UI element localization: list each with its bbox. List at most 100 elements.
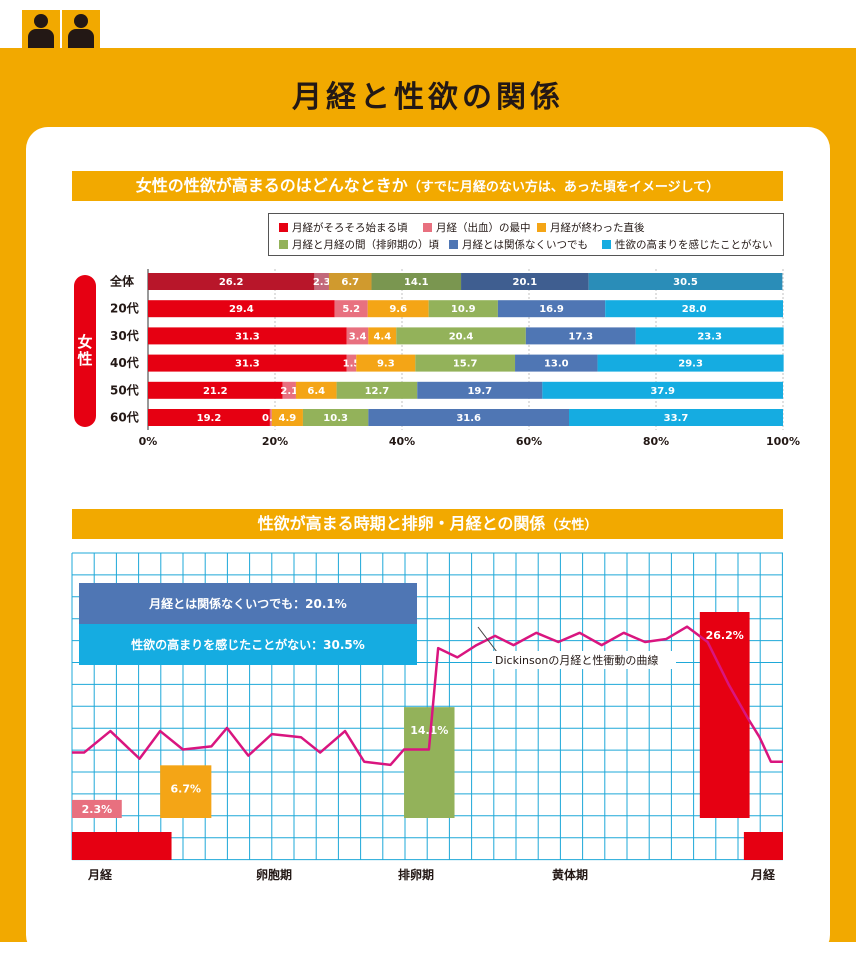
bar-segment: [569, 409, 783, 426]
legend-swatch: [423, 223, 432, 232]
bar-value-label: 4.9: [279, 413, 297, 424]
menstruation-block: [72, 832, 172, 860]
bar-value-label: 15.7: [453, 359, 478, 370]
legend-item: 月経（出血）の最中: [423, 220, 531, 235]
bar-value-label: 3.4: [349, 331, 367, 342]
category-label: 40代: [110, 355, 139, 370]
bar-value-label: 23.3: [697, 331, 722, 342]
bar-value-label: 10.9: [451, 304, 476, 315]
side-label-char: 女: [77, 333, 93, 351]
phase-bar: [404, 707, 455, 818]
legend-swatch: [279, 240, 288, 249]
bar-segment: [588, 273, 783, 290]
bar-value-label: 14.1: [404, 277, 429, 288]
legend-label: 月経と月経の間（排卵期の）頃: [292, 239, 439, 251]
bar-value-label: 19.2: [197, 413, 222, 424]
bar-value-label: 10.3: [323, 413, 348, 424]
category-label: 60代: [110, 410, 139, 425]
bar-segment: [148, 381, 283, 399]
menstruation-block: [743, 832, 783, 860]
legend-swatch: [602, 240, 611, 249]
phase-label: 黄体期: [552, 868, 589, 882]
bar-value-label: 4.4: [373, 331, 391, 342]
bar-segment: [415, 354, 516, 372]
bar-value-label: 9.6: [389, 304, 407, 315]
x-tick-label: 20%: [262, 435, 288, 448]
legend-item: 性欲の高まりを感じたことがない: [602, 237, 773, 252]
callout-leader: [477, 626, 498, 653]
phase-label: 月経: [751, 868, 776, 882]
legend-item: 月経とは関係なくいつでも: [449, 237, 588, 252]
bar-value-label: 2.1: [280, 386, 298, 397]
category-label: 20代: [110, 301, 139, 316]
info-box-text: 性欲の高まりを感じたことがない：30.5%: [130, 637, 365, 652]
section2-subtitle: （女性）: [545, 518, 598, 533]
x-tick-label: 0%: [139, 435, 158, 448]
info-box: [79, 624, 417, 665]
bar-segment: [417, 381, 543, 399]
side-label-char: 性: [77, 350, 93, 368]
phase-bar-label: 14.1%: [410, 724, 448, 737]
bar-value-label: 9.3: [377, 359, 395, 370]
bar-value-label: 19.7: [467, 386, 492, 397]
bar-segment: [148, 273, 315, 290]
bar-segment: [368, 409, 570, 426]
bar-value-label: 12.7: [365, 386, 390, 397]
legend-swatch: [449, 240, 458, 249]
bar-value-label: 37.9: [650, 386, 675, 397]
bar-value-label: 0.3: [262, 413, 280, 424]
bar-segment: [597, 354, 784, 372]
bar-segment: [148, 409, 270, 426]
section1-title: 女性の性欲が高まるのはどんなときか: [135, 176, 408, 195]
legend-label: 月経が終わった直後: [550, 222, 645, 234]
x-tick-label: 80%: [643, 435, 669, 448]
bar-segment: [346, 354, 357, 372]
category-label: 50代: [110, 382, 139, 397]
bar-segment: [515, 354, 598, 372]
category-label: 全体: [109, 274, 135, 289]
x-tick-label: 40%: [389, 435, 415, 448]
bar-value-label: 6.7: [341, 277, 359, 288]
section1-subtitle: （すでに月経のない方は、あった頃をイメージして）: [407, 180, 720, 195]
phase-label: 卵胞期: [256, 868, 293, 882]
bar-value-label: 31.3: [235, 331, 260, 342]
bar-segment: [461, 273, 589, 290]
section2-title: 性欲が高まる時期と排卵・月経との関係: [257, 514, 546, 533]
info-box-text: 月経とは関係なくいつでも：20.1%: [148, 596, 347, 611]
bar-value-label: 16.9: [539, 304, 564, 315]
bar-value-label: 5.2: [342, 304, 360, 315]
bar-value-label: 33.7: [664, 413, 689, 424]
section2-title-bar: 性欲が高まる時期と排卵・月経との関係（女性）: [72, 509, 783, 539]
bar-segment: [328, 273, 372, 290]
bar-segment: [295, 381, 337, 399]
bar-segment: [635, 327, 784, 345]
legend-label: 性欲の高まりを感じたことがない: [615, 239, 773, 251]
content-panel: [26, 127, 830, 957]
bar-segment: [314, 273, 329, 290]
bar-value-label: 29.4: [229, 304, 254, 315]
dickinson-curve-line: [72, 625, 783, 767]
phase-label: 月経: [88, 868, 113, 882]
bar-segment: [346, 327, 369, 345]
page-title: 月経と性欲の関係: [292, 80, 564, 115]
category-label: 30代: [110, 328, 139, 343]
person-icon: [22, 10, 60, 48]
phase-bar-label: 2.3%: [82, 803, 113, 816]
bar-segment: [396, 327, 526, 345]
bar-segment: [269, 409, 272, 426]
legend-label: 月経（出血）の最中: [436, 222, 531, 234]
bar-value-label: 17.3: [568, 331, 593, 342]
bar-segment: [367, 300, 429, 318]
bar-segment: [368, 327, 397, 345]
bar-value-label: 28.0: [682, 304, 707, 315]
phase-bar-label: 26.2%: [706, 629, 744, 642]
legend-item: 月経がそろそろ始まる頃: [279, 220, 408, 235]
bar-value-label: 31.3: [235, 359, 260, 370]
bar-value-label: 20.4: [449, 331, 474, 342]
legend-label: 月経とは関係なくいつでも: [462, 239, 588, 251]
phase-bar: [72, 799, 122, 818]
bar-segment: [282, 381, 296, 399]
legend-swatch: [537, 223, 546, 232]
legend-item: 月経が終わった直後: [537, 220, 645, 235]
